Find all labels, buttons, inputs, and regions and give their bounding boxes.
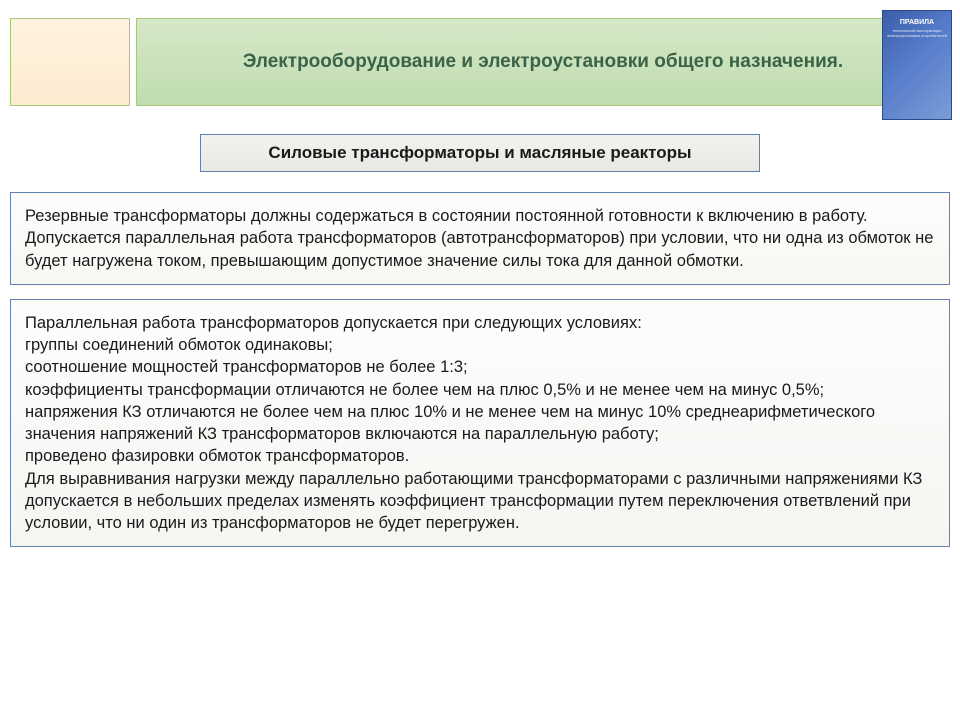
section-subtitle: Силовые трансформаторы и масляные реакто… [200,134,760,172]
content-block-1: Резервные трансформаторы должны содержат… [10,192,950,285]
content-block-2: Параллельная работа трансформаторов допу… [10,299,950,548]
content-text-2: Параллельная работа трансформаторов допу… [25,312,935,535]
header-main-cell: Электрооборудование и электроустановки о… [136,18,950,106]
content-text-1: Резервные трансформаторы должны содержат… [25,205,935,272]
header-left-cell [10,18,130,106]
book-cover: ПРАВИЛА технической эксплуатации электро… [882,10,952,120]
page-title: Электрооборудование и электроустановки о… [243,50,843,75]
book-subtitle: технической эксплуатации электроустаново… [887,28,947,38]
book-title: ПРАВИЛА [900,19,934,26]
